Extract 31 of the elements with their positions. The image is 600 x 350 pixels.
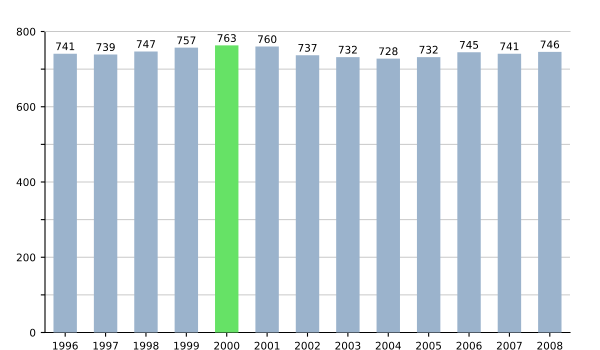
- y-tick-label: 800: [16, 28, 36, 36]
- x-tick-label: 2004: [376, 342, 401, 350]
- x-tick-label: 1996: [53, 342, 78, 350]
- x-tick-label: 2005: [416, 342, 441, 350]
- data-label: 747: [136, 40, 156, 48]
- data-label: 732: [338, 46, 357, 54]
- x-tick-label: 2007: [496, 342, 522, 350]
- x-tick-label: 2006: [456, 342, 482, 350]
- data-label: 745: [460, 41, 478, 49]
- x-tick-label: 2003: [335, 342, 360, 350]
- x-tick-label: 1998: [134, 342, 159, 350]
- x-tick-label: 1999: [174, 342, 199, 350]
- data-label: 757: [177, 36, 196, 44]
- x-tick-label: 2002: [295, 342, 320, 350]
- data-label: 732: [420, 46, 438, 54]
- x-tick-label: 2008: [537, 342, 562, 350]
- x-tick-label: 2001: [254, 342, 280, 350]
- data-label: 741: [500, 42, 518, 50]
- y-tick-label: 600: [16, 102, 36, 111]
- x-tick-label: 2000: [214, 342, 240, 350]
- data-label: 763: [218, 34, 236, 42]
- data-label: 737: [298, 44, 317, 52]
- y-tick-label: 0: [30, 328, 36, 337]
- data-label: 728: [379, 47, 398, 56]
- y-tick-label: 400: [16, 178, 36, 186]
- data-label: 741: [56, 42, 74, 50]
- y-tick-label: 200: [16, 253, 36, 262]
- data-label: 746: [540, 40, 560, 48]
- x-tick-label: 1997: [93, 342, 118, 350]
- data-label: 739: [96, 43, 115, 52]
- data-label: 760: [258, 35, 276, 44]
